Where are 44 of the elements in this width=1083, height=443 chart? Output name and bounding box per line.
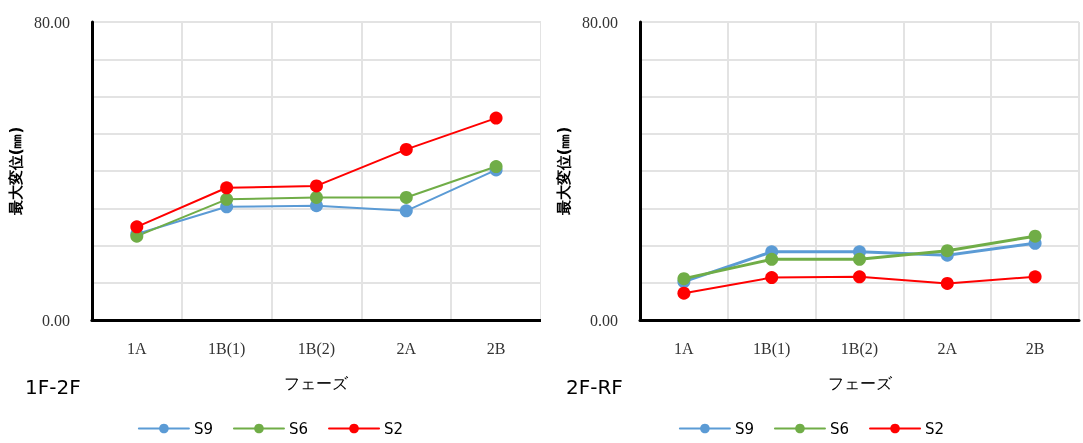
point <box>1028 270 1042 284</box>
y-axis-title: 最大変位(㎜) <box>554 126 573 217</box>
legend-label: S6 <box>288 419 309 438</box>
point <box>765 271 779 285</box>
x-tick-label: 1A <box>127 339 148 357</box>
point <box>765 252 779 266</box>
x-axis-title: フェーズ <box>827 373 893 393</box>
y-tick-label: 80.00 <box>582 13 618 31</box>
legend-label: S2 <box>925 419 945 438</box>
y-tick-label: 0.00 <box>590 311 618 329</box>
point <box>853 270 866 284</box>
point <box>940 244 954 258</box>
legend-label: S2 <box>384 419 404 438</box>
x-tick-label: 1B(1) <box>753 339 791 358</box>
x-tick-label: 1B(2) <box>297 339 336 358</box>
legend-label: S6 <box>829 419 850 438</box>
point <box>1028 229 1042 243</box>
point <box>940 277 954 290</box>
point <box>309 190 323 204</box>
x-tick-label: 1B(1) <box>207 339 246 358</box>
y-tick-label: 0.00 <box>41 311 70 329</box>
x-tick-label: 1B(2) <box>840 339 879 358</box>
text: 1F-2F <box>25 375 81 399</box>
point <box>677 286 691 300</box>
point <box>309 179 323 193</box>
point <box>130 220 144 234</box>
x-tick-label: 1A <box>674 339 695 357</box>
y-axis-title: 最大変位(㎜) <box>6 126 25 217</box>
legend-label: S9 <box>734 419 754 438</box>
x-tick-label: 2A <box>396 339 417 357</box>
point <box>220 181 234 195</box>
x-tick-label: 2B <box>486 339 506 357</box>
x-tick-label: 2A <box>937 339 958 357</box>
y-tick-label: 80.00 <box>33 13 70 31</box>
x-tick-label: 2B <box>1025 339 1045 357</box>
point <box>399 190 413 204</box>
x-axis-title: フェーズ <box>284 373 350 393</box>
point <box>489 111 503 125</box>
point <box>399 204 413 218</box>
point <box>399 142 413 156</box>
legend-label: S9 <box>193 419 213 438</box>
point <box>220 192 234 206</box>
text: 2F-RF <box>566 375 623 399</box>
point <box>853 252 866 266</box>
